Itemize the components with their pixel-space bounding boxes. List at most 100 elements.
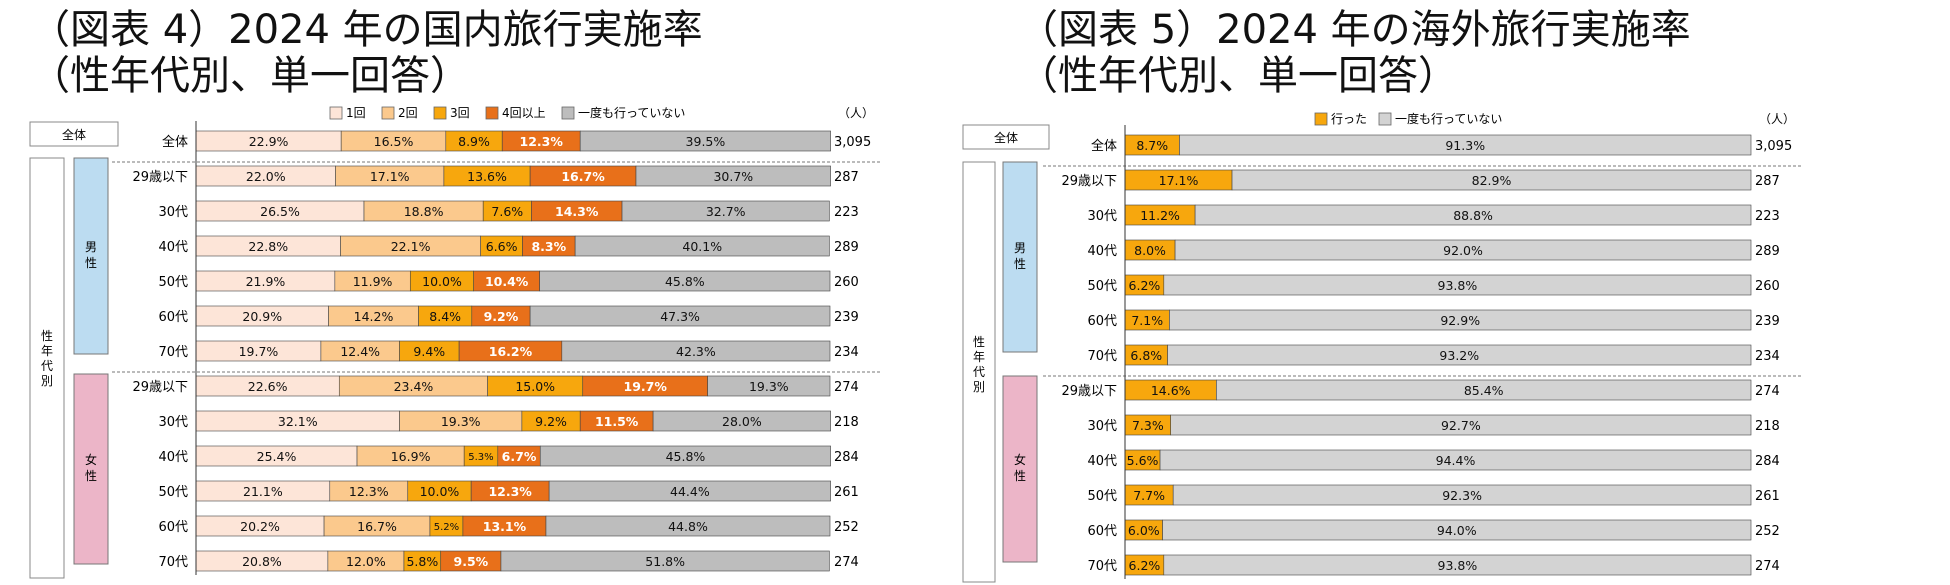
chart4-title-line1: （図表 4）2024 年の国内旅行実施率 (30, 7, 703, 53)
data-label: 19.7% (624, 379, 668, 394)
legend-swatch (381, 106, 395, 120)
row-label: 70代 (1087, 349, 1117, 364)
row-n: 274 (834, 555, 859, 570)
data-label: 10.4% (485, 274, 529, 289)
data-label: 17.1% (370, 169, 410, 184)
legend-label: 4回以上 (502, 106, 546, 120)
legend-label: 1回 (346, 106, 366, 120)
bar-segment (529, 305, 831, 327)
row-label: 29歳以下 (1061, 384, 1117, 399)
data-label: 19.7% (239, 344, 279, 359)
row-label: 40代 (158, 450, 188, 465)
data-label: 22.9% (249, 134, 289, 149)
row-label: 30代 (1087, 209, 1117, 224)
data-label: 9.5% (454, 554, 489, 569)
row-n: 3,095 (1755, 139, 1792, 154)
female-section-box (1002, 375, 1038, 563)
data-label: 6.2% (1129, 558, 1161, 573)
legend-swatch (485, 106, 499, 120)
data-label: 16.5% (374, 134, 414, 149)
row-label: 40代 (158, 240, 188, 255)
data-label: 7.7% (1133, 488, 1165, 503)
row-n: 287 (834, 170, 859, 185)
data-label: 14.2% (354, 309, 394, 324)
data-label: 21.1% (243, 484, 283, 499)
data-label: 16.9% (391, 449, 431, 464)
data-label: 93.2% (1439, 348, 1479, 363)
data-label: 44.8% (668, 519, 708, 534)
data-label: 17.1% (1159, 173, 1199, 188)
row-n: 260 (834, 275, 859, 290)
row-n: 261 (1755, 489, 1780, 504)
bar-segment (1179, 134, 1752, 156)
data-label: 42.3% (676, 344, 716, 359)
row-label: 30代 (158, 415, 188, 430)
row-label: 60代 (1087, 314, 1117, 329)
row-n: 252 (834, 520, 859, 535)
row-label: 29歳以下 (132, 170, 188, 185)
legend-label: 一度も行っていない (1395, 111, 1502, 126)
data-label: 7.3% (1132, 418, 1164, 433)
data-label: 7.1% (1131, 313, 1163, 328)
bar-segment (635, 165, 831, 187)
female-section-box (73, 373, 109, 565)
data-label: 92.0% (1443, 243, 1483, 258)
data-label: 32.7% (706, 204, 746, 219)
row-label: 70代 (158, 555, 188, 570)
bar-segment (1174, 239, 1752, 261)
data-label: 47.3% (660, 309, 700, 324)
data-label: 20.9% (242, 309, 282, 324)
legend-label: 一度も行っていない (578, 105, 685, 120)
data-label: 93.8% (1438, 278, 1478, 293)
bar-segment (707, 375, 831, 397)
legend-swatch (1314, 112, 1328, 126)
bar-segment (1169, 309, 1752, 331)
data-label: 14.3% (555, 204, 599, 219)
male-section-label: 男性 (1014, 241, 1026, 271)
row-n: 289 (1755, 244, 1780, 259)
row-n: 289 (834, 240, 859, 255)
row-n: 260 (1755, 279, 1780, 294)
row-label: 40代 (1087, 244, 1117, 259)
data-label: 5.6% (1127, 453, 1159, 468)
data-label: 92.9% (1440, 313, 1480, 328)
n-header: （人） (1759, 112, 1795, 126)
row-n: 223 (1755, 209, 1780, 224)
row-label: 29歳以下 (1061, 174, 1117, 189)
row-label: 30代 (1087, 419, 1117, 434)
row-label: 40代 (1087, 454, 1117, 469)
bar-segment (1159, 449, 1752, 471)
total-section-box (29, 121, 119, 147)
n-header: （人） (838, 106, 874, 120)
legend-swatch (329, 106, 343, 120)
row-label: 全体 (1091, 138, 1117, 154)
data-label: 20.2% (240, 519, 280, 534)
row-n: 3,095 (834, 135, 871, 150)
row-n: 284 (1755, 454, 1780, 469)
bar-segment (1162, 519, 1752, 541)
legend-swatch (1378, 112, 1392, 126)
row-n: 274 (1755, 384, 1780, 399)
data-label: 16.7% (357, 519, 397, 534)
data-label: 6.6% (486, 239, 518, 254)
row-n: 252 (1755, 524, 1780, 539)
row-n: 218 (1755, 419, 1780, 434)
data-label: 5.2% (434, 522, 459, 533)
data-label: 8.9% (458, 134, 490, 149)
row-n: 274 (1755, 559, 1780, 574)
age-group-box (962, 161, 996, 583)
data-label: 92.3% (1442, 488, 1482, 503)
row-label: 70代 (1087, 559, 1117, 574)
bar-segment (1216, 379, 1752, 401)
bar-segment (1172, 484, 1752, 506)
data-label: 28.0% (722, 414, 762, 429)
data-label: 18.8% (404, 204, 444, 219)
row-label: 29歳以下 (132, 380, 188, 395)
bar-segment (621, 200, 830, 222)
female-section-label: 女性 (85, 452, 97, 483)
data-label: 93.8% (1438, 558, 1478, 573)
data-label: 51.8% (645, 554, 685, 569)
data-label: 82.9% (1472, 173, 1512, 188)
data-label: 12.3% (520, 134, 564, 149)
